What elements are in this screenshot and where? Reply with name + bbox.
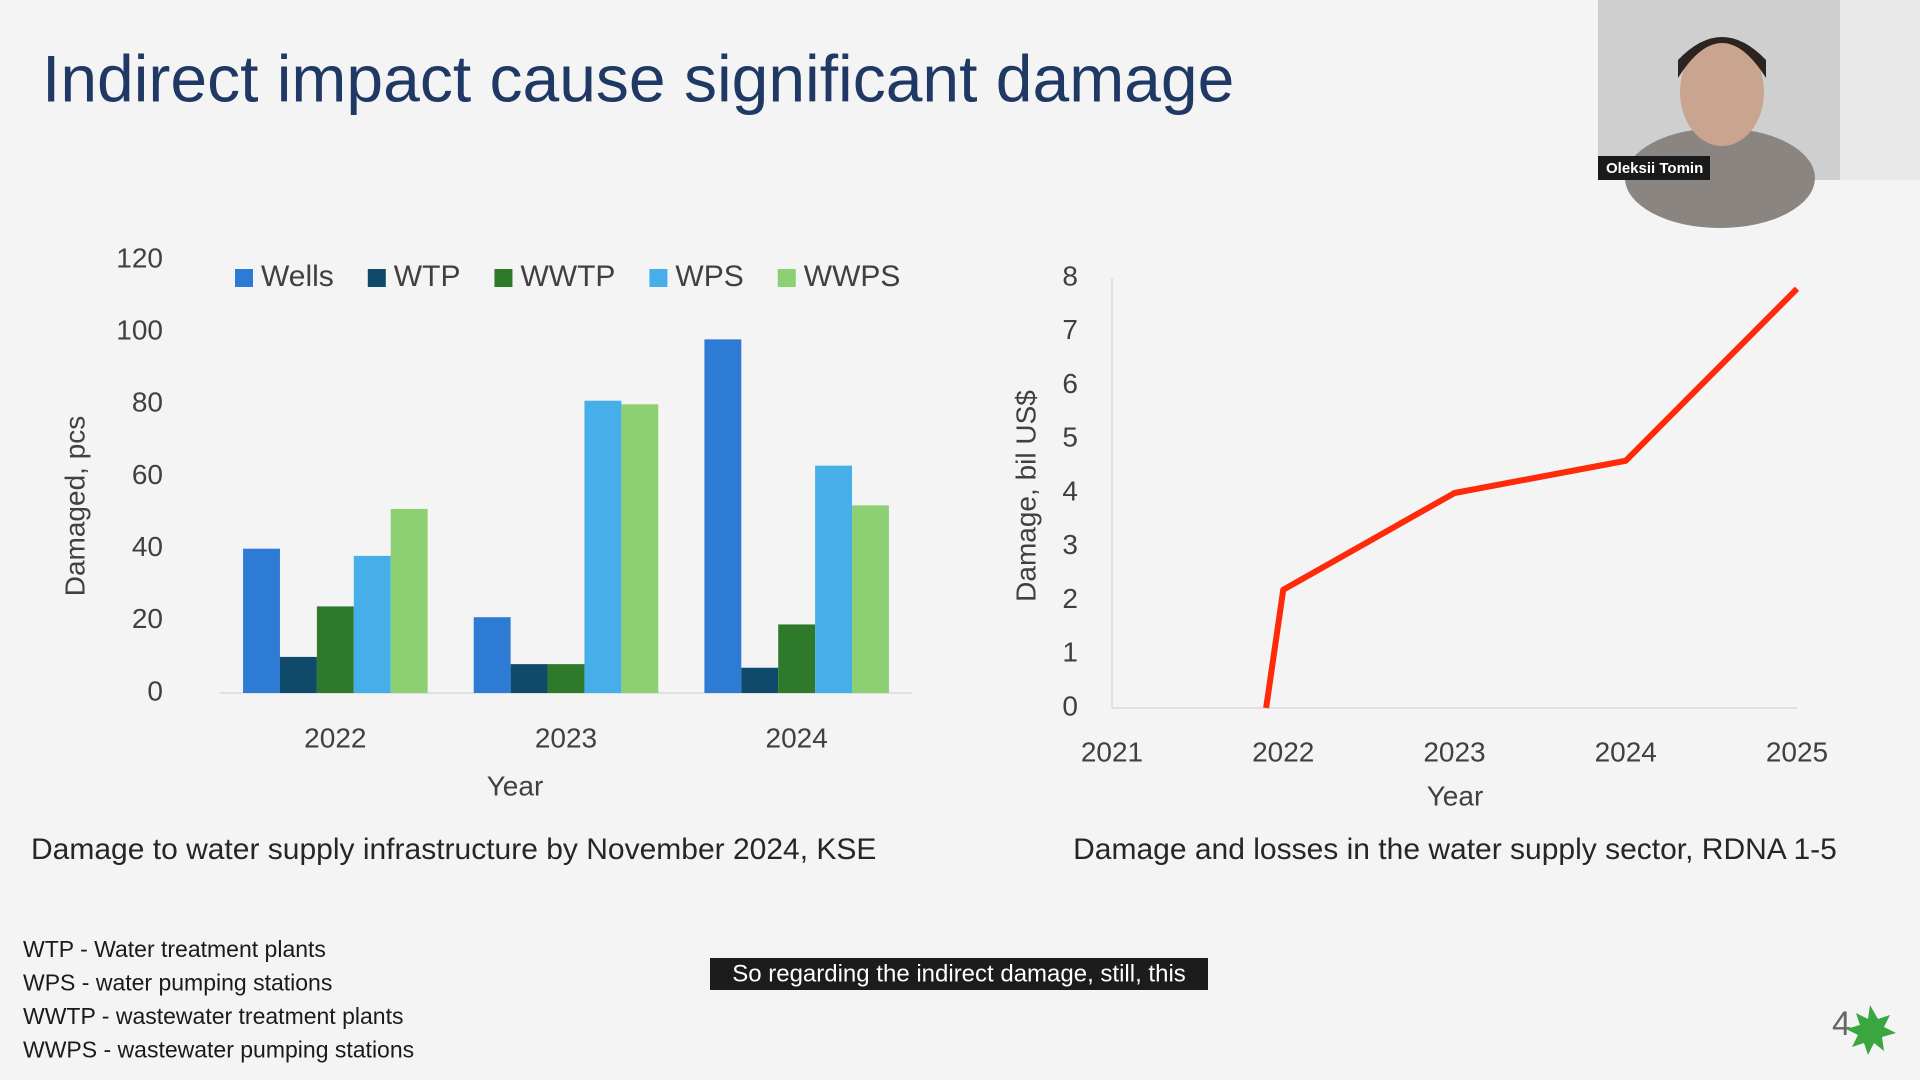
y-tick-label: 20 <box>132 603 163 634</box>
webcam-name-bg <box>1598 156 1710 180</box>
legend-label: WWTP <box>520 260 615 293</box>
y-tick-label: 7 <box>1062 314 1078 345</box>
y-tick-label: 120 <box>116 242 163 273</box>
legend-swatch <box>494 269 513 287</box>
logo <box>1846 1005 1896 1055</box>
bar <box>510 664 548 693</box>
bar <box>390 508 428 693</box>
legend-label: WWPS <box>804 260 901 293</box>
bar <box>473 617 511 693</box>
x-axis-title: Year <box>487 770 544 801</box>
y-tick-label: 8 <box>1062 260 1078 291</box>
webcam-shoulders <box>1625 128 1815 228</box>
subtitle-bg <box>710 958 1208 990</box>
x-tick-label: 2022 <box>304 722 366 753</box>
y-tick-label: 60 <box>132 459 163 490</box>
subtitle: So regarding the indirect damage, still,… <box>732 960 1186 987</box>
y-tick-label: 1 <box>1062 637 1078 668</box>
note: WWTP - wastewater treatment plants <box>23 1003 403 1029</box>
legend-label: WTP <box>394 260 461 293</box>
note: WTP - Water treatment plants <box>23 936 326 962</box>
y-tick-label: 6 <box>1062 368 1078 399</box>
webcam: Oleksii Tomin <box>1598 0 1920 228</box>
bar <box>547 664 585 693</box>
bar <box>584 400 622 693</box>
page-number: 4 <box>1832 1005 1851 1043</box>
x-tick-label: 2023 <box>1423 736 1485 767</box>
y-tick-label: 0 <box>1062 690 1078 721</box>
chart-caption: Damage to water supply infrastructure by… <box>31 833 876 866</box>
slide-title: Indirect impact cause significant damage <box>42 41 1234 115</box>
note: WPS - water pumping stations <box>23 970 332 996</box>
bar <box>741 667 779 693</box>
y-tick-label: 3 <box>1062 529 1078 560</box>
legend-label: Wells <box>261 260 334 293</box>
x-tick-label: 2023 <box>535 722 597 753</box>
x-axis-title: Year <box>1427 780 1484 811</box>
bar <box>279 656 317 693</box>
webcam-window <box>1840 0 1920 180</box>
y-axis-title: Damage, bil US$ <box>1010 390 1041 602</box>
bar <box>815 465 853 693</box>
y-axis-title: Damaged, pcs <box>59 416 90 597</box>
y-tick-label: 40 <box>132 531 163 562</box>
y-tick-label: 0 <box>147 675 163 706</box>
chart-caption: Damage and losses in the water supply se… <box>1073 833 1837 866</box>
y-tick-label: 80 <box>132 387 163 418</box>
y-tick-label: 5 <box>1062 422 1078 453</box>
bar <box>353 555 391 693</box>
x-tick-label: 2024 <box>766 722 828 753</box>
y-tick-label: 4 <box>1062 475 1078 506</box>
x-tick-label: 2024 <box>1595 736 1657 767</box>
data-line <box>1263 286 1800 709</box>
webcam-name: Oleksii Tomin <box>1606 160 1703 177</box>
bar <box>778 624 816 693</box>
legend-swatch <box>367 269 386 287</box>
bar <box>704 339 742 693</box>
notes: WTP - Water treatment plants WPS - water … <box>23 936 414 1063</box>
y-tick-label: 100 <box>116 315 163 346</box>
legend-swatch <box>777 269 796 287</box>
y-tick-label: 2 <box>1062 583 1078 614</box>
bar <box>316 606 354 693</box>
legend-swatch <box>649 269 668 287</box>
x-tick-label: 2021 <box>1081 736 1143 767</box>
bar <box>243 548 280 693</box>
legend-label: WPS <box>675 260 743 293</box>
webcam-face <box>1680 38 1764 146</box>
note: WWPS - wastewater pumping stations <box>23 1037 414 1063</box>
bar <box>852 505 889 693</box>
bar <box>621 404 659 693</box>
legend-swatch <box>235 269 253 287</box>
x-tick-label: 2022 <box>1252 736 1314 767</box>
x-tick-label: 2025 <box>1766 736 1828 767</box>
webcam-hair <box>1678 37 1766 78</box>
